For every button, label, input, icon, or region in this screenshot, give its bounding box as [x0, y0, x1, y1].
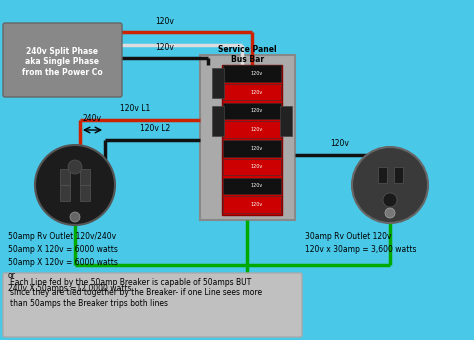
Circle shape	[385, 208, 395, 218]
Text: 240v X 50amps =12,0000 watts: 240v X 50amps =12,0000 watts	[8, 284, 131, 293]
Bar	[60, 185, 70, 201]
Circle shape	[35, 145, 115, 225]
Text: or: or	[8, 271, 16, 280]
Bar	[223, 65, 281, 82]
Text: 120v L2: 120v L2	[140, 124, 170, 133]
FancyBboxPatch shape	[3, 23, 122, 97]
Bar	[378, 167, 387, 183]
Bar	[223, 121, 281, 138]
Text: 120v x 30amp = 3,600 watts: 120v x 30amp = 3,600 watts	[305, 245, 417, 254]
Circle shape	[68, 160, 82, 174]
Text: 120v: 120v	[251, 146, 263, 151]
Text: 120v: 120v	[251, 71, 263, 76]
Text: 120v: 120v	[155, 43, 174, 52]
Text: 120v: 120v	[251, 127, 263, 132]
Text: 120v L1: 120v L1	[120, 104, 150, 113]
Circle shape	[352, 147, 428, 223]
Text: 50amp Rv Outlet 120v/240v: 50amp Rv Outlet 120v/240v	[8, 232, 116, 241]
Bar	[394, 167, 403, 183]
Text: 120v: 120v	[251, 108, 263, 113]
Text: 120v: 120v	[251, 165, 263, 170]
Circle shape	[383, 193, 397, 207]
Bar	[280, 105, 292, 136]
Bar	[223, 159, 281, 175]
Bar	[222, 65, 282, 215]
Text: 120v: 120v	[251, 89, 263, 95]
Text: Service Panel
Bus Bar: Service Panel Bus Bar	[218, 45, 277, 64]
Bar	[80, 169, 90, 185]
Bar	[80, 185, 90, 201]
Text: 120v: 120v	[330, 139, 349, 148]
Bar	[200, 55, 295, 220]
Bar	[223, 140, 281, 156]
Text: 120v: 120v	[251, 202, 263, 207]
Bar	[212, 68, 224, 98]
Text: 240v: 240v	[82, 114, 101, 123]
Text: 30amp Rv Outlet 120v: 30amp Rv Outlet 120v	[305, 232, 392, 241]
Bar	[223, 102, 281, 119]
Text: 240v Split Phase
aka Single Phase
from the Power Co: 240v Split Phase aka Single Phase from t…	[22, 47, 102, 77]
Bar	[223, 196, 281, 213]
Text: Each Line fed by the 50amp Breaker is capable of 50amps BUT
since they are tied : Each Line fed by the 50amp Breaker is ca…	[10, 278, 262, 308]
FancyBboxPatch shape	[3, 273, 302, 337]
Bar	[223, 177, 281, 194]
Bar	[212, 105, 224, 136]
Circle shape	[70, 212, 80, 222]
Text: 120v: 120v	[251, 183, 263, 188]
Bar	[223, 84, 281, 100]
Text: 120v: 120v	[155, 17, 174, 26]
Text: 50amp X 120v = 6000 watts: 50amp X 120v = 6000 watts	[8, 258, 118, 267]
Bar	[60, 169, 70, 185]
Text: 50amp X 120v = 6000 watts: 50amp X 120v = 6000 watts	[8, 245, 118, 254]
